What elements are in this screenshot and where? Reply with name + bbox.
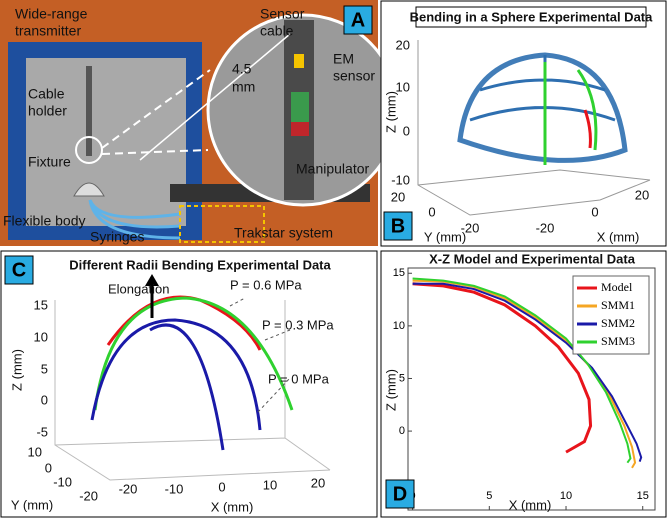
- cable-holder: [86, 66, 92, 156]
- y-label: Y (mm): [11, 497, 53, 512]
- x-label: X (mm): [597, 229, 640, 244]
- callout: 4.5: [232, 61, 252, 77]
- callout: Trakstar system: [234, 225, 333, 241]
- z-tick: 10: [34, 329, 48, 344]
- annotation: P = 0.6 MPa: [230, 277, 302, 292]
- z-tick: 15: [34, 297, 48, 312]
- annotation: P = 0.3 MPa: [262, 317, 334, 332]
- x-tick-label: 15: [637, 490, 649, 502]
- panel-label: B: [391, 215, 405, 237]
- y-tick-label: 15: [393, 267, 405, 279]
- z-tick: 0: [403, 123, 410, 138]
- callout: transmitter: [15, 23, 81, 39]
- x-tick: 10: [263, 477, 277, 492]
- callout: sensor: [333, 68, 375, 84]
- callout: Wide-range: [15, 6, 88, 22]
- z-tick: -5: [36, 424, 48, 439]
- y-tick: 10: [28, 444, 42, 459]
- callout: Syringes: [90, 229, 144, 245]
- callout: Cable: [28, 86, 65, 102]
- z-tick: 0: [41, 392, 48, 407]
- callout: cable: [260, 23, 294, 39]
- annotation: P = 0 MPa: [268, 371, 330, 386]
- title: Different Radii Bending Experimental Dat…: [69, 257, 331, 272]
- x-tick-label: 10: [560, 490, 572, 502]
- annotation: Elongation: [108, 281, 169, 296]
- y-tick-label: 0: [399, 425, 405, 437]
- y-label: Z (mm): [383, 369, 398, 411]
- x-tick: 0: [591, 204, 598, 219]
- y-tick: 20: [391, 189, 405, 204]
- x-tick-label: 5: [486, 490, 492, 502]
- panel-a: Wide-range transmitter Sensor cable Cabl…: [0, 0, 398, 246]
- body-green: [291, 92, 309, 122]
- panel-label: A: [351, 9, 365, 31]
- y-tick-label: 5: [399, 372, 405, 384]
- title: Bending in a Sphere Experimental Data: [410, 9, 653, 24]
- x-label: X (mm): [509, 497, 552, 512]
- legend-label: Model: [601, 280, 633, 294]
- z-label: Z (mm): [9, 349, 24, 391]
- legend-label: SMM1: [601, 298, 635, 312]
- x-tick: -20: [536, 220, 555, 235]
- y-label: Y (mm): [424, 229, 466, 244]
- y-tick: -10: [53, 474, 72, 489]
- y-tick-label: 10: [393, 320, 405, 332]
- x-tick: -10: [165, 481, 184, 496]
- x-tick: 20: [635, 187, 649, 202]
- callout: Sensor: [260, 6, 305, 22]
- panel-b: Bending in a Sphere Experimental Data 20…: [381, 1, 666, 246]
- callout: Flexible body: [3, 213, 86, 229]
- legend-label: SMM2: [601, 316, 635, 330]
- x-tick: -20: [119, 481, 138, 496]
- title: X-Z Model and Experimental Data: [429, 251, 636, 266]
- callout: holder: [28, 103, 67, 119]
- z-tick: 20: [396, 37, 410, 52]
- x-label: X (mm): [211, 499, 254, 514]
- x-tick: 0: [218, 479, 225, 494]
- body-red: [291, 122, 309, 136]
- em-sensor: [294, 54, 304, 68]
- panel-c: Different Radii Bending Experimental Dat…: [1, 251, 377, 517]
- z-label: Z (mm): [383, 91, 398, 133]
- callout: EM: [333, 51, 354, 67]
- panel-label: C: [12, 259, 26, 281]
- z-tick: -10: [391, 172, 410, 187]
- y-tick: 0: [428, 204, 435, 219]
- y-tick: 0: [45, 460, 52, 475]
- y-tick: -20: [79, 488, 98, 503]
- figure: Wide-range transmitter Sensor cable Cabl…: [0, 0, 667, 518]
- callout: Manipulator: [296, 161, 369, 177]
- x-tick: 20: [311, 475, 325, 490]
- callout: Fixture: [28, 154, 71, 170]
- callout: mm: [232, 79, 255, 95]
- z-tick: 5: [41, 361, 48, 376]
- panel-label: D: [393, 483, 407, 505]
- legend-label: SMM3: [601, 334, 635, 348]
